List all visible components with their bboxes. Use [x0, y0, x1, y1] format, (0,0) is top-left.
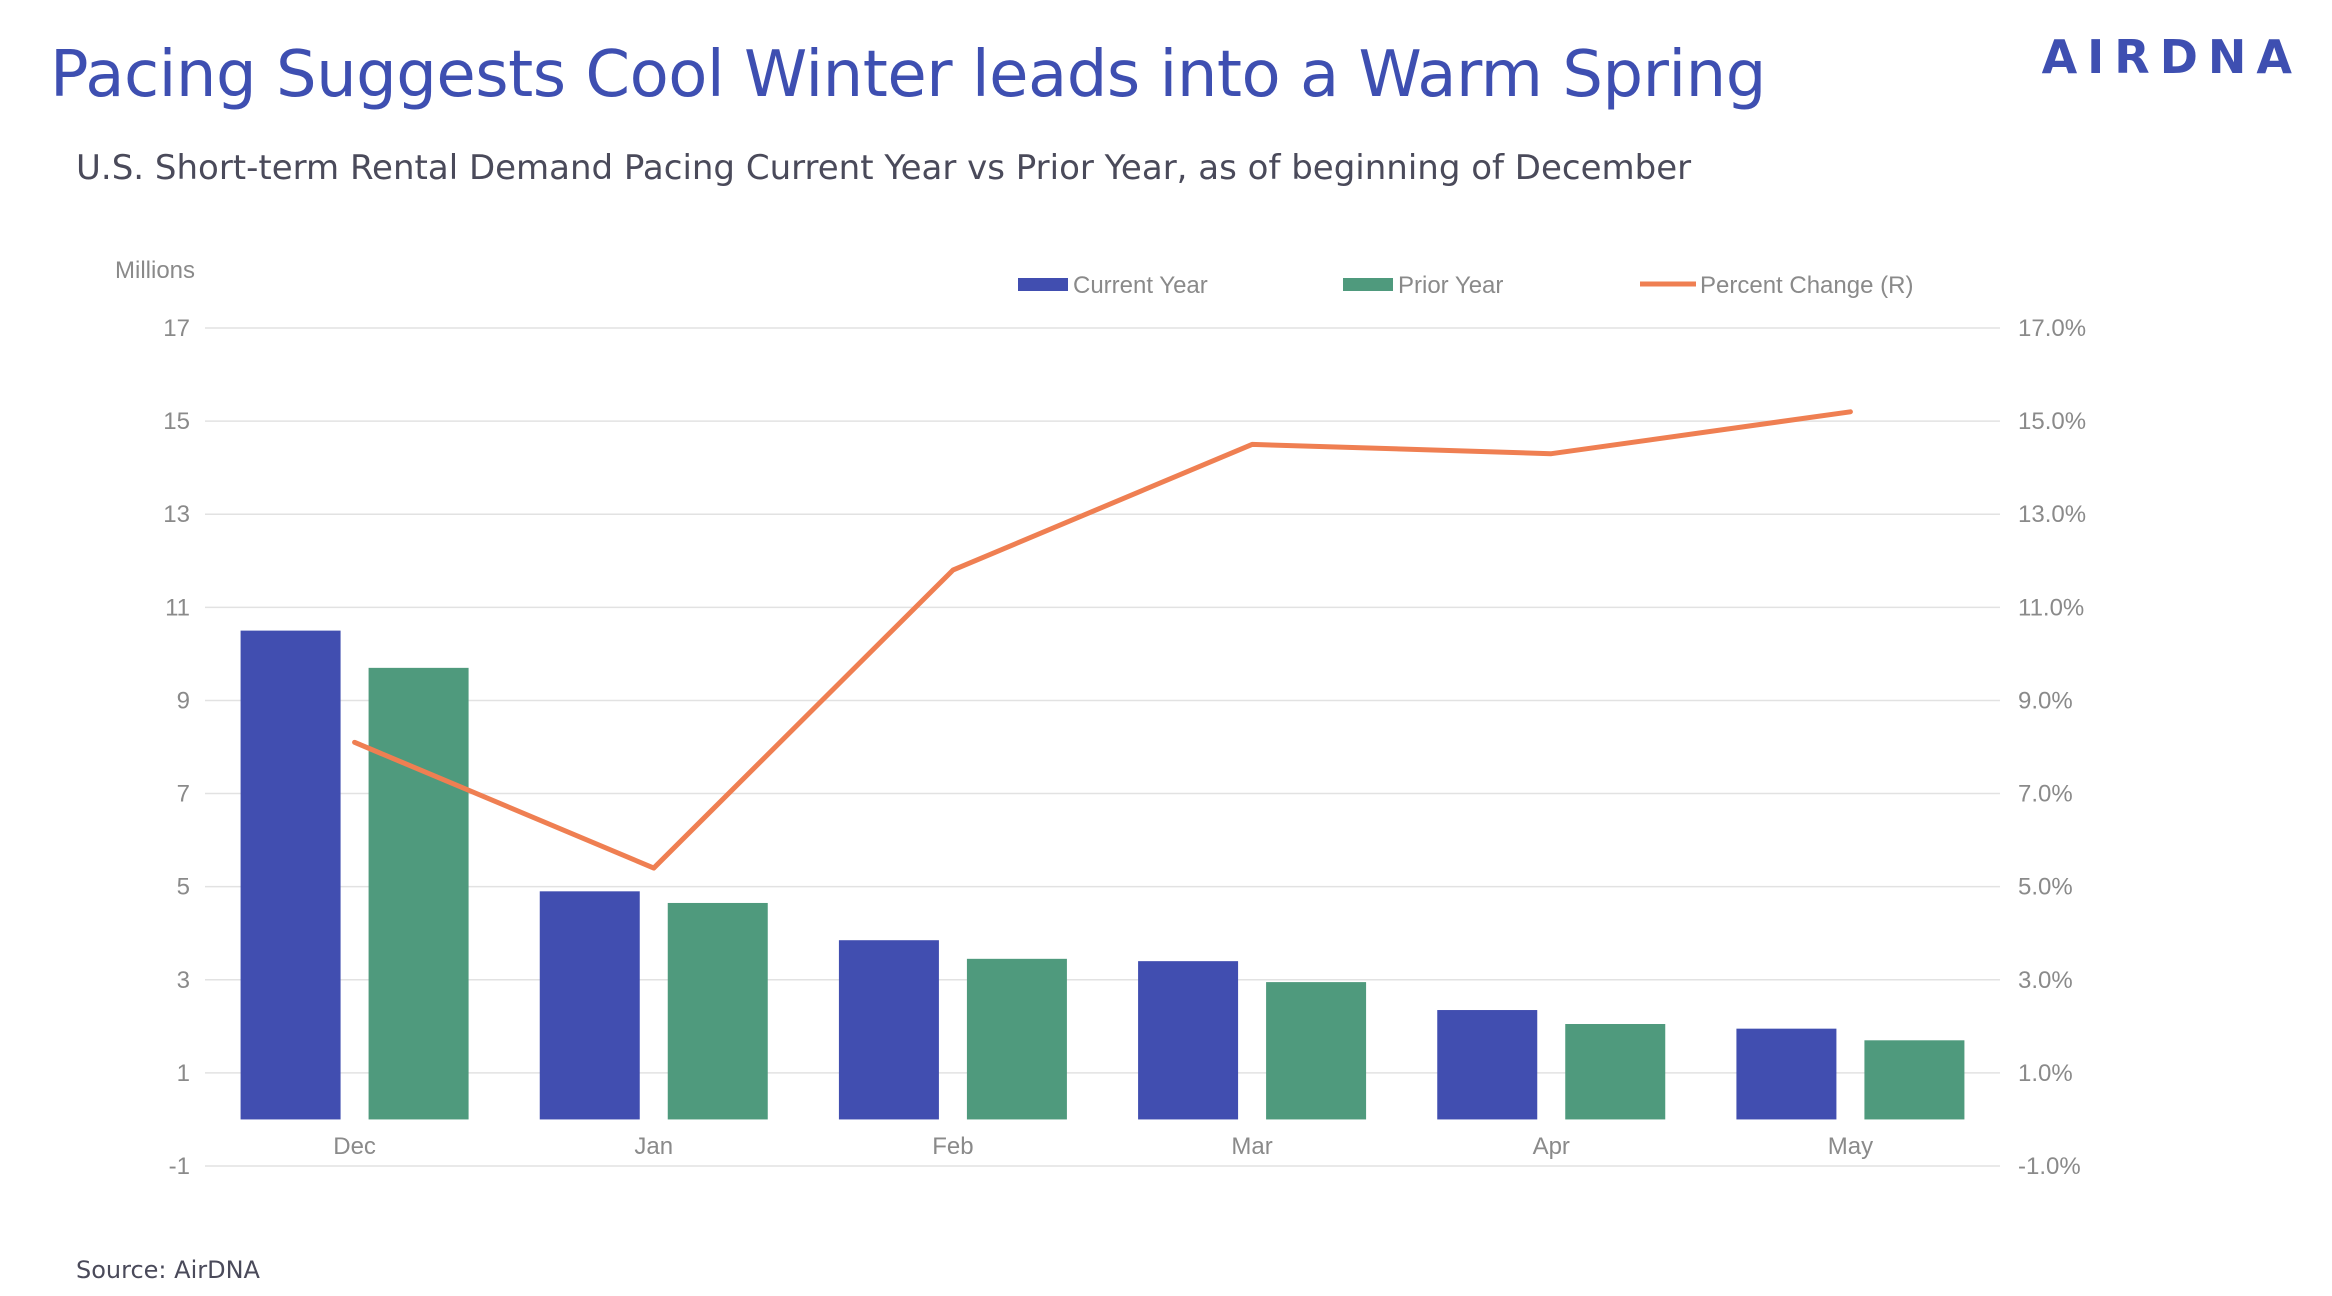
legend-swatch	[1343, 278, 1393, 291]
x-tick-label: Apr	[1533, 1133, 1570, 1160]
bar-prior-year	[368, 667, 469, 1120]
legend: Current Year Prior Year Percent Change (R)	[1018, 272, 1913, 299]
y2-tick-label: 1.0%	[2018, 1060, 2073, 1087]
chart-subtitle: U.S. Short-term Rental Demand Pacing Cur…	[76, 148, 1692, 188]
y-tick-label: 3	[177, 967, 190, 994]
y2-tick-label: 13.0%	[2018, 501, 2086, 528]
bar-prior-year	[1266, 982, 1367, 1120]
y2-tick-label: 15.0%	[2018, 408, 2086, 435]
legend-label: Current Year	[1073, 272, 1208, 299]
x-tick-label: Dec	[333, 1133, 376, 1160]
bar-prior-year	[667, 902, 768, 1120]
y-tick-label: 13	[163, 501, 190, 528]
y-tick-label: 7	[177, 781, 190, 808]
y-tick-label: 1	[177, 1060, 190, 1087]
legend-label: Prior Year	[1398, 272, 1503, 299]
y2-tick-label: 3.0%	[2018, 967, 2073, 994]
bar-current-year	[1437, 1010, 1538, 1120]
grid-lines	[205, 327, 2000, 1167]
bar-current-year	[539, 891, 640, 1120]
y2-tick-label: 9.0%	[2018, 687, 2073, 714]
y2-tick-label: -1.0%	[2018, 1153, 2081, 1180]
x-tick-label: Jan	[634, 1133, 673, 1160]
y2-tick-label: 5.0%	[2018, 874, 2073, 901]
axis-labels: 17 17.0%15 15.0%13 13.0%11 11.0%9 9.0%7 7.0%5 5…	[115, 257, 2086, 1180]
y2-tick-label: 17.0%	[2018, 315, 2086, 342]
bar-current-year	[838, 940, 939, 1120]
y-tick-label: 9	[177, 687, 190, 714]
y-axis-label: Millions	[115, 257, 195, 284]
y2-tick-label: 11.0%	[2018, 594, 2084, 621]
x-tick-label: Feb	[932, 1133, 973, 1160]
airdna-logo: AIRDNA	[2041, 30, 2302, 84]
bar-current-year	[1736, 1028, 1837, 1120]
bar-prior-year	[966, 958, 1067, 1120]
bar-current-year	[240, 630, 341, 1120]
legend-prior-year: Prior Year	[1343, 272, 1503, 299]
legend-swatch	[1018, 278, 1068, 291]
legend-current-year: Current Year	[1018, 272, 1208, 299]
y-tick-label: 15	[163, 408, 190, 435]
y2-tick-label: 7.0%	[2018, 781, 2073, 808]
x-tick-label: May	[1828, 1133, 1873, 1160]
y-tick-label: 17	[163, 315, 190, 342]
source-note: Source: AirDNA	[76, 1256, 260, 1284]
percent-change-line	[352, 409, 1853, 871]
bars	[240, 630, 1965, 1120]
page-title: Pacing Suggests Cool Winter leads into a…	[50, 38, 1766, 112]
bar-prior-year	[1864, 1040, 1965, 1120]
legend-percent-change: Percent Change (R)	[1640, 272, 1913, 299]
bar-prior-year	[1565, 1024, 1666, 1120]
percent-change-line-group	[352, 409, 1853, 871]
y-tick-label: -1	[169, 1153, 190, 1180]
x-tick-label: Mar	[1231, 1133, 1272, 1160]
y-tick-label: 11	[165, 594, 190, 621]
legend-label: Percent Change (R)	[1700, 272, 1913, 299]
bar-current-year	[1138, 961, 1239, 1120]
y-tick-label: 5	[177, 874, 190, 901]
